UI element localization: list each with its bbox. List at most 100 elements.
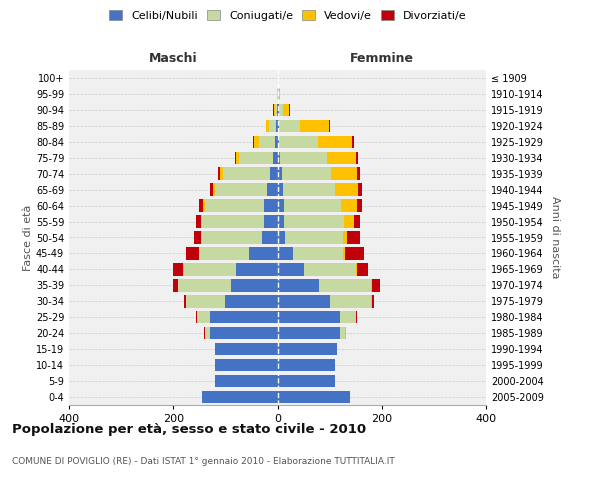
Bar — [262, 232, 277, 243]
Bar — [277, 168, 281, 180]
Bar — [277, 184, 335, 196]
Bar — [173, 279, 277, 291]
Bar — [215, 375, 277, 388]
Bar — [277, 263, 304, 276]
Bar — [277, 279, 373, 291]
Bar — [277, 279, 371, 291]
Bar — [266, 120, 277, 132]
Bar — [277, 88, 280, 100]
Bar — [215, 343, 277, 355]
Bar — [186, 295, 277, 308]
Bar — [249, 247, 277, 260]
Bar — [274, 104, 277, 116]
Bar — [201, 216, 277, 228]
Bar — [186, 295, 277, 308]
Bar — [277, 200, 341, 212]
Bar — [277, 136, 318, 148]
Bar — [215, 343, 277, 355]
Bar — [277, 263, 357, 276]
Bar — [277, 136, 279, 148]
Bar — [230, 279, 277, 291]
Bar — [215, 359, 277, 372]
Bar — [254, 136, 277, 148]
Text: Maschi: Maschi — [149, 52, 197, 65]
Legend: Celibi/Nubili, Coniugati/e, Vedovi/e, Divorziati/e: Celibi/Nubili, Coniugati/e, Vedovi/e, Di… — [107, 8, 469, 24]
Bar — [277, 295, 329, 308]
Bar — [277, 216, 344, 228]
Bar — [199, 247, 277, 260]
Bar — [277, 232, 360, 243]
Bar — [202, 391, 277, 403]
Bar — [277, 311, 356, 324]
Bar — [277, 343, 337, 355]
Bar — [277, 152, 280, 164]
Bar — [277, 375, 335, 388]
Bar — [202, 391, 277, 403]
Bar — [259, 136, 277, 148]
Bar — [178, 279, 277, 291]
Bar — [277, 200, 284, 212]
Bar — [173, 263, 277, 276]
Bar — [277, 232, 347, 243]
Bar — [277, 136, 352, 148]
Bar — [277, 168, 331, 180]
Bar — [277, 391, 350, 403]
Bar — [210, 327, 277, 340]
Bar — [215, 343, 277, 355]
Bar — [277, 327, 346, 340]
Bar — [277, 200, 362, 212]
Bar — [203, 200, 277, 212]
Bar — [277, 311, 356, 324]
Bar — [202, 216, 277, 228]
Bar — [266, 120, 277, 132]
Bar — [215, 359, 277, 372]
Bar — [277, 359, 335, 372]
Bar — [277, 343, 337, 355]
Bar — [184, 295, 277, 308]
Bar — [277, 247, 293, 260]
Bar — [277, 327, 340, 340]
Bar — [277, 120, 279, 132]
Bar — [265, 200, 277, 212]
Bar — [277, 152, 327, 164]
Bar — [277, 391, 350, 403]
Bar — [205, 327, 277, 340]
Bar — [275, 136, 277, 148]
Bar — [277, 104, 283, 116]
Bar — [277, 279, 319, 291]
Bar — [213, 184, 277, 196]
Bar — [199, 247, 277, 260]
Bar — [277, 200, 357, 212]
Bar — [277, 375, 335, 388]
Bar — [184, 263, 277, 276]
Bar — [236, 152, 277, 164]
Bar — [277, 104, 290, 116]
Bar — [277, 152, 358, 164]
Bar — [215, 359, 277, 372]
Bar — [274, 152, 277, 164]
Bar — [277, 88, 280, 100]
Bar — [277, 216, 354, 228]
Bar — [202, 391, 277, 403]
Bar — [202, 232, 277, 243]
Bar — [205, 327, 277, 340]
Bar — [277, 232, 286, 243]
Bar — [210, 184, 277, 196]
Bar — [277, 327, 345, 340]
Bar — [202, 391, 277, 403]
Bar — [277, 136, 353, 148]
Bar — [277, 359, 335, 372]
Bar — [275, 104, 277, 116]
Bar — [277, 359, 335, 372]
Bar — [235, 152, 277, 164]
Bar — [277, 152, 356, 164]
Bar — [186, 247, 277, 260]
Bar — [236, 263, 277, 276]
Bar — [220, 168, 277, 180]
Bar — [277, 168, 357, 180]
Bar — [277, 184, 283, 196]
Bar — [277, 232, 343, 243]
Bar — [205, 200, 277, 212]
Bar — [277, 359, 335, 372]
Bar — [277, 263, 368, 276]
